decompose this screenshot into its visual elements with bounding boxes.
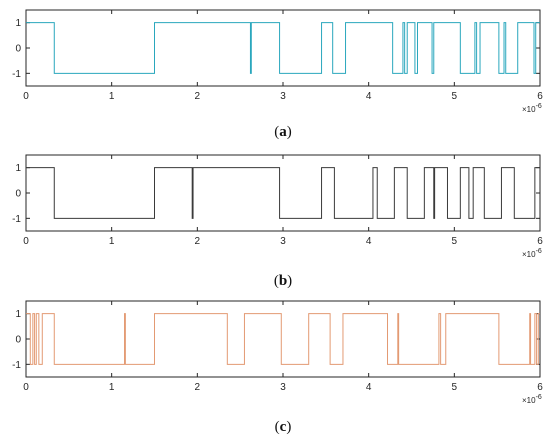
y-tick-label: -1 — [12, 69, 21, 80]
panel-c: 0 1 2 3 4 5 6-101×10-6(c) — [12, 300, 543, 435]
x-tick-label: 1 — [109, 91, 115, 102]
x-tick-label: 3 — [280, 91, 286, 102]
x-tick-label: 6 — [537, 382, 543, 393]
y-tick-label: 1 — [15, 309, 21, 320]
signal-series — [26, 167, 540, 219]
x-tick-label: 2 — [195, 382, 201, 393]
panel-b: 0 1 2 3 4 5 6-101×10-6(b) — [12, 154, 543, 289]
x-tick-label: 0 — [23, 91, 29, 102]
x-tick-label: 4 — [366, 382, 372, 393]
axes-box — [25, 9, 541, 87]
x-tick-label: 6 — [537, 91, 543, 102]
x-exponent-label: ×10-6 — [522, 394, 542, 405]
x-tick-label: 4 — [366, 236, 372, 247]
y-tick-label: -1 — [12, 360, 21, 371]
signal-series — [26, 22, 540, 74]
x-tick-label: 2 — [195, 91, 201, 102]
x-tick-label: 5 — [452, 91, 458, 102]
x-tick-label: 0 — [23, 382, 29, 393]
panel-caption: (a) — [274, 124, 292, 140]
x-exponent-label: ×10-6 — [522, 248, 542, 259]
x-tick-label: 5 — [452, 236, 458, 247]
axes-box — [25, 154, 541, 232]
x-tick-label: 1 — [109, 236, 115, 247]
x-tick-label: 5 — [452, 382, 458, 393]
panel-a: 0 1 2 3 4 5 6-101×10-6(a) — [12, 9, 543, 140]
x-tick-label: 6 — [537, 236, 543, 247]
x-tick-label: 3 — [280, 236, 286, 247]
panel-caption: (c) — [275, 419, 292, 435]
y-tick-label: -1 — [12, 214, 21, 225]
y-tick-label: 1 — [15, 163, 21, 174]
y-tick-label: 0 — [15, 44, 21, 55]
y-tick-label: 1 — [15, 18, 21, 29]
signal-series — [26, 313, 540, 365]
x-tick-label: 0 — [23, 236, 29, 247]
x-exponent-label: ×10-6 — [522, 103, 542, 114]
x-tick-label: 1 — [109, 382, 115, 393]
axes-box — [25, 300, 541, 378]
x-tick-label: 3 — [280, 382, 286, 393]
x-tick-label: 4 — [366, 91, 372, 102]
y-tick-label: 0 — [15, 335, 21, 346]
y-tick-label: 0 — [15, 189, 21, 200]
panel-caption: (b) — [274, 273, 292, 289]
x-tick-label: 2 — [195, 236, 201, 247]
